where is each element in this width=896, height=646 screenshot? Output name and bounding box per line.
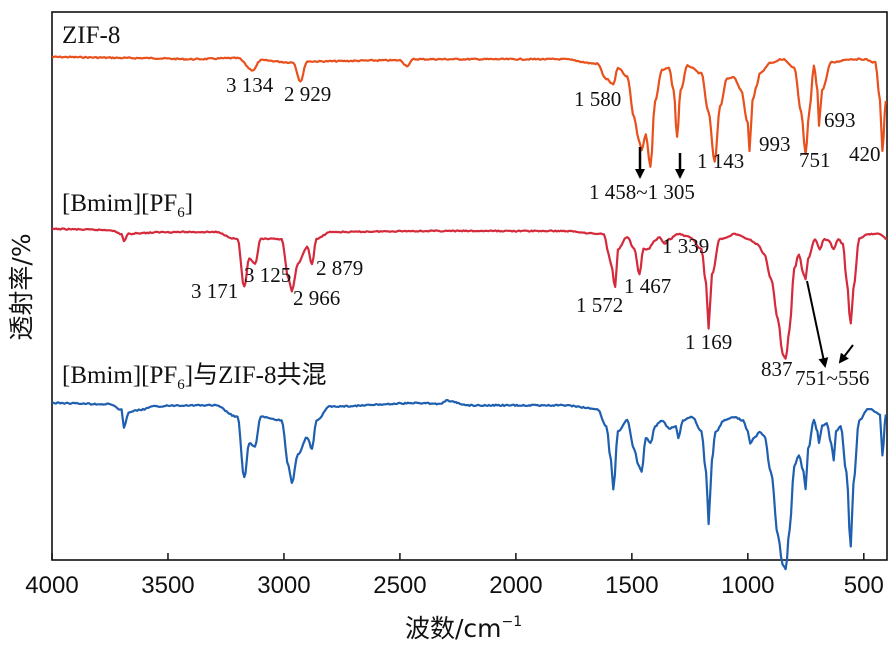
series-line-1 [51,55,887,168]
peak-label: 2 966 [293,286,340,310]
peak-label: 2 929 [284,82,331,106]
series-name-bmim-pf6: [Bmim][PF6] [62,190,193,221]
series-line-3 [51,399,887,571]
x-tick-label: 2500 [373,572,426,599]
x-tick-label: 1000 [721,572,774,599]
peak-label: 420 [849,142,881,166]
x-axis-title: 波数/cm−1 [405,614,522,643]
peak-label: 3 125 [244,263,291,287]
peak-label: 1 458~1 305 [589,180,695,204]
arrow-556 [838,344,854,364]
series-line-2 [51,227,888,360]
peak-label: 1 143 [697,149,744,173]
peak-label: 751~556 [795,366,869,390]
x-tick-label: 4000 [25,572,78,599]
series-name-blend: [Bmim][PF6]与ZIF-8共混 [62,361,326,393]
peak-label: 751 [799,148,831,172]
peak-label: 1 572 [576,293,623,317]
peak-label: 1 580 [574,87,621,111]
peak-label: 837 [761,357,793,381]
peak-label: 1 467 [624,274,671,298]
x-tick-label: 500 [844,572,884,599]
arrow-751 [806,280,829,368]
peak-label: 3 171 [191,279,238,303]
plot-frame [51,11,888,561]
x-axis: 4000 3500 3000 2500 2000 1500 1000 500 [25,553,884,599]
peak-label: 693 [824,108,856,132]
x-tick-label: 3000 [257,572,310,599]
x-tick-label: 2000 [489,572,542,599]
peak-label: 1 339 [662,234,709,258]
x-tick-label: 3500 [141,572,194,599]
series-name-zif8: ZIF-8 [62,22,120,49]
series-layer [51,55,888,571]
peak-label: 3 134 [226,73,274,97]
peak-label: 993 [759,132,791,156]
x-tick-label: 1500 [605,572,658,599]
peak-label: 1 169 [685,330,732,354]
y-axis-title: 透射率/% [7,233,36,340]
peak-label: 2 879 [316,256,363,280]
